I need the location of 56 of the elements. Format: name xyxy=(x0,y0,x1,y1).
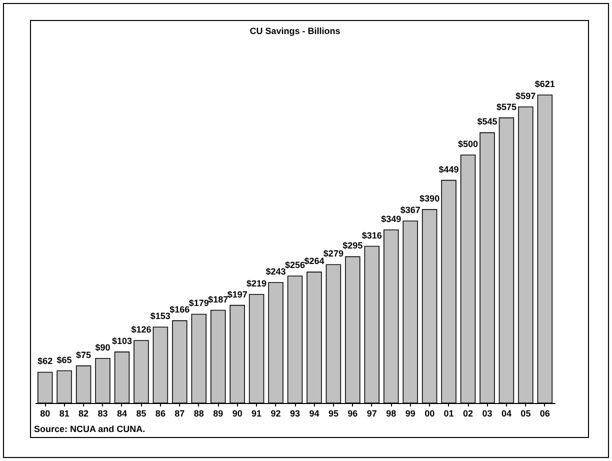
x-tick-label: 99 xyxy=(405,408,416,418)
chart-title: CU Savings - Billions xyxy=(250,26,340,36)
x-tick-label: 95 xyxy=(328,408,338,418)
data-label: $153 xyxy=(150,311,170,322)
x-tick-label: 02 xyxy=(463,408,474,418)
data-label: $243 xyxy=(266,266,286,276)
x-tick-label: 84 xyxy=(116,408,127,418)
data-label: $90 xyxy=(95,342,110,352)
data-label: $279 xyxy=(323,248,344,259)
data-label: $187 xyxy=(208,294,228,304)
x-tick-label: 98 xyxy=(386,408,396,418)
data-label: $545 xyxy=(477,116,498,127)
data-label: $264 xyxy=(304,256,324,266)
data-label: $219 xyxy=(246,278,267,288)
x-tick-label: 93 xyxy=(290,408,300,418)
data-label: $166 xyxy=(170,304,190,315)
data-label: $197 xyxy=(227,289,248,300)
data-label: $103 xyxy=(112,336,132,346)
data-label: $256 xyxy=(284,260,306,270)
x-tick-label: 88 xyxy=(194,408,204,418)
data-label: $575 xyxy=(496,102,516,112)
x-tick-label: 90 xyxy=(232,408,242,418)
x-tick-label: 80 xyxy=(40,408,50,418)
x-tick-label: 82 xyxy=(78,408,89,418)
x-tick-label: 87 xyxy=(174,408,185,418)
data-label: $621 xyxy=(534,79,555,89)
data-label: $597 xyxy=(516,90,536,101)
data-label: $367 xyxy=(400,204,420,215)
data-label: $75 xyxy=(76,350,92,360)
data-label: $500 xyxy=(458,139,478,150)
data-label: $449 xyxy=(438,164,459,174)
x-tick-label: 05 xyxy=(520,408,531,418)
data-label: $179 xyxy=(188,298,209,308)
x-tick-label: 92 xyxy=(270,408,281,418)
x-tick-label: 03 xyxy=(482,408,492,418)
x-tick-label: 04 xyxy=(501,408,512,418)
x-tick-label: 83 xyxy=(98,408,108,418)
data-label: $316 xyxy=(362,230,382,240)
data-label: $349 xyxy=(381,214,402,224)
x-tick-label: 81 xyxy=(59,408,70,418)
x-tick-label: 91 xyxy=(252,408,262,418)
data-label: $126 xyxy=(131,324,152,335)
x-tick-label: 00 xyxy=(424,408,435,418)
source-note: Source: NCUA and CUNA. xyxy=(34,424,146,434)
x-tick-label: 06 xyxy=(540,408,550,418)
x-tick-label: 86 xyxy=(155,408,166,418)
data-label: $390 xyxy=(420,194,440,204)
x-tick-label: 96 xyxy=(348,408,358,418)
x-tick-label: 97 xyxy=(366,408,377,418)
data-label: $62 xyxy=(38,356,53,366)
x-tick-label: 85 xyxy=(136,408,146,418)
x-tick-label: 89 xyxy=(213,408,224,418)
data-label: $65 xyxy=(56,354,72,365)
data-label: $295 xyxy=(342,240,363,251)
x-tick-label: 94 xyxy=(309,408,320,418)
x-tick-label: 01 xyxy=(444,408,454,418)
